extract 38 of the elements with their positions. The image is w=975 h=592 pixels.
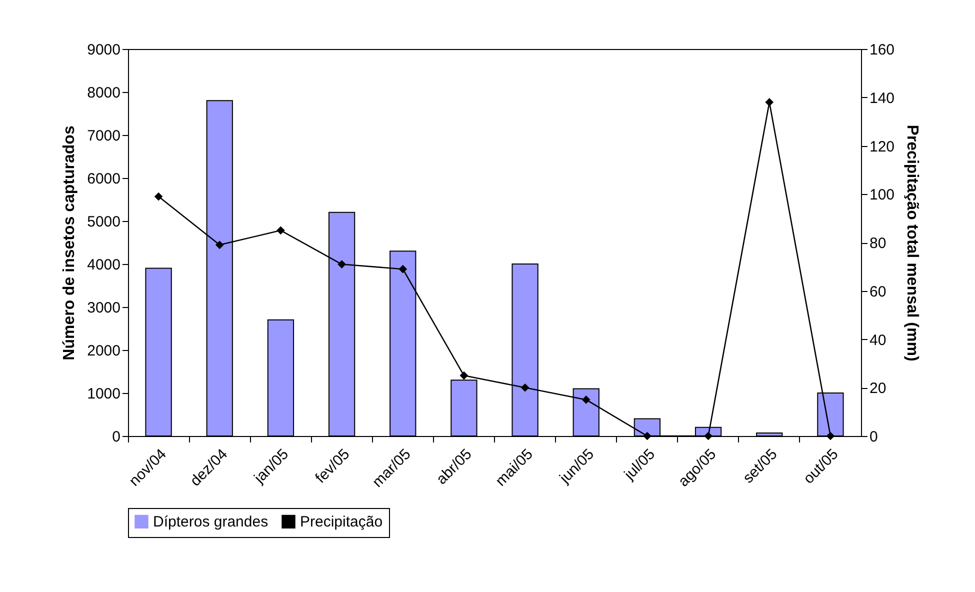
point <box>643 432 652 440</box>
y-tick-label: 7000 <box>87 128 120 144</box>
y-tick-label: 8000 <box>87 84 120 102</box>
legend-label: Dípteros grandes <box>153 514 268 531</box>
y2-tick-label: 60 <box>870 283 886 300</box>
y2-tick-label: 40 <box>870 332 886 349</box>
point <box>398 264 408 274</box>
y-tick-label: 4000 <box>87 256 120 274</box>
y-tick-label: 0 <box>112 428 120 446</box>
y-tick-label: 6000 <box>87 170 120 188</box>
y2-axis-title: Precipitação total mensal (mm) <box>904 124 921 362</box>
point <box>582 396 590 404</box>
y2-tick-label: 0 <box>870 428 878 446</box>
point <box>704 432 712 440</box>
y-tick-label: 3000 <box>87 300 120 316</box>
y-tick-label: 5000 <box>87 214 120 230</box>
point <box>826 432 835 440</box>
point <box>765 98 774 106</box>
y2-tick-label: 80 <box>870 235 886 252</box>
bar <box>756 432 783 436</box>
point <box>215 240 224 250</box>
bar <box>145 268 172 436</box>
y-tick-label: 1000 <box>87 386 120 402</box>
y2-tick-label: 100 <box>870 186 895 204</box>
legend-label: Precipitação <box>300 514 383 531</box>
point <box>276 226 285 235</box>
y2-tick-label: 160 <box>870 42 895 58</box>
point <box>460 371 468 380</box>
point <box>338 260 346 268</box>
bar <box>267 319 294 436</box>
y2-tick-label: 140 <box>870 90 895 107</box>
point <box>154 192 163 201</box>
y-tick-label: 2000 <box>87 342 120 360</box>
y-axis-title: Número de insetos capturados <box>61 126 78 360</box>
y2-tick-label: 20 <box>870 380 886 398</box>
point <box>520 383 530 392</box>
y-tick-label: 9000 <box>87 42 120 58</box>
y2-tick-label: 120 <box>870 138 895 156</box>
